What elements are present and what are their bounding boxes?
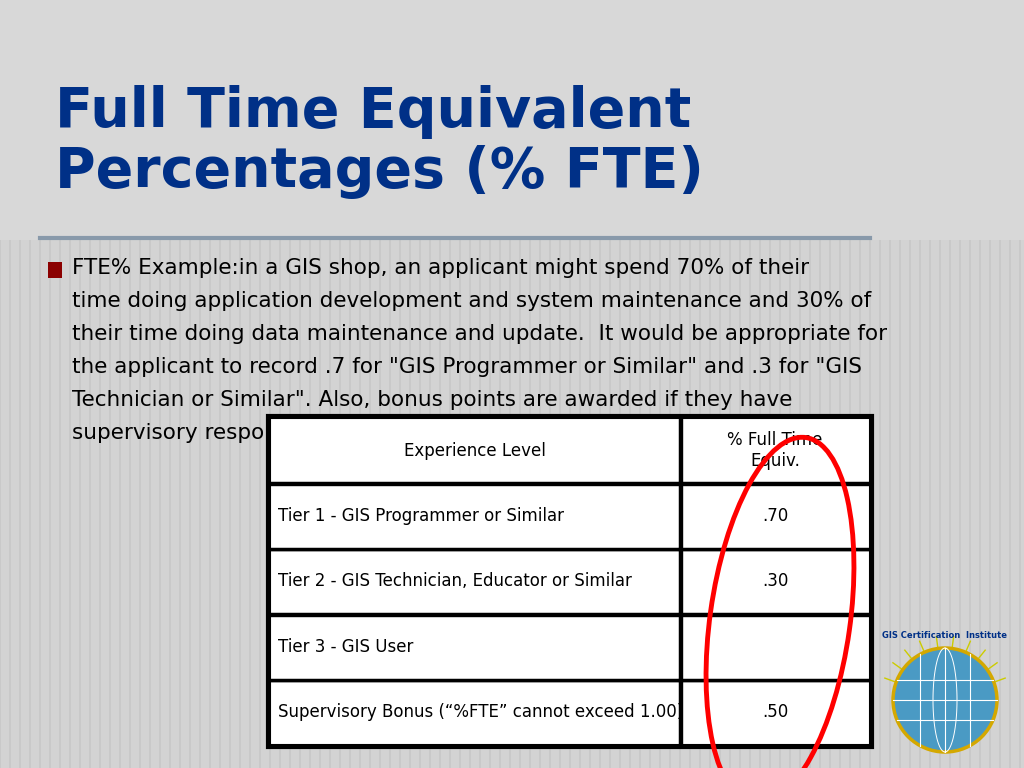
Bar <box>268 416 872 747</box>
Text: Experience Level: Experience Level <box>404 442 546 460</box>
Text: % Full Time
Equiv.: % Full Time Equiv. <box>727 432 822 470</box>
Circle shape <box>893 648 997 752</box>
Bar <box>270 418 870 745</box>
Text: the applicant to record .7 for "GIS Programmer or Similar" and .3 for "GIS: the applicant to record .7 for "GIS Prog… <box>72 357 862 377</box>
Text: Percentages (% FTE): Percentages (% FTE) <box>55 145 703 199</box>
Text: Tier 1 - GIS Programmer or Similar: Tier 1 - GIS Programmer or Similar <box>278 507 564 525</box>
Text: Technician or Similar". Also, bonus points are awarded if they have: Technician or Similar". Also, bonus poin… <box>72 390 793 410</box>
Text: Supervisory Bonus (“%FTE” cannot exceed 1.00): Supervisory Bonus (“%FTE” cannot exceed … <box>278 703 683 721</box>
Bar <box>0 0 1024 240</box>
Text: FTE% Example:in a GIS shop, an applicant might spend 70% of their: FTE% Example:in a GIS shop, an applicant… <box>72 258 809 278</box>
Text: .30: .30 <box>762 572 788 591</box>
Text: time doing application development and system maintenance and 30% of: time doing application development and s… <box>72 291 871 311</box>
Text: .70: .70 <box>762 507 788 525</box>
Bar <box>48 262 62 278</box>
Text: their time doing data maintenance and update.  It would be appropriate for: their time doing data maintenance and up… <box>72 324 887 344</box>
Text: .50: .50 <box>762 703 788 721</box>
Text: Tier 3 - GIS User: Tier 3 - GIS User <box>278 638 414 656</box>
Text: Full Time Equivalent: Full Time Equivalent <box>55 85 691 139</box>
Text: supervisory responsibilities: supervisory responsibilities <box>72 423 366 443</box>
Text: GIS Certification  Institute: GIS Certification Institute <box>883 631 1008 640</box>
Bar <box>270 418 870 745</box>
Text: Tier 2 - GIS Technician, Educator or Similar: Tier 2 - GIS Technician, Educator or Sim… <box>278 572 632 591</box>
